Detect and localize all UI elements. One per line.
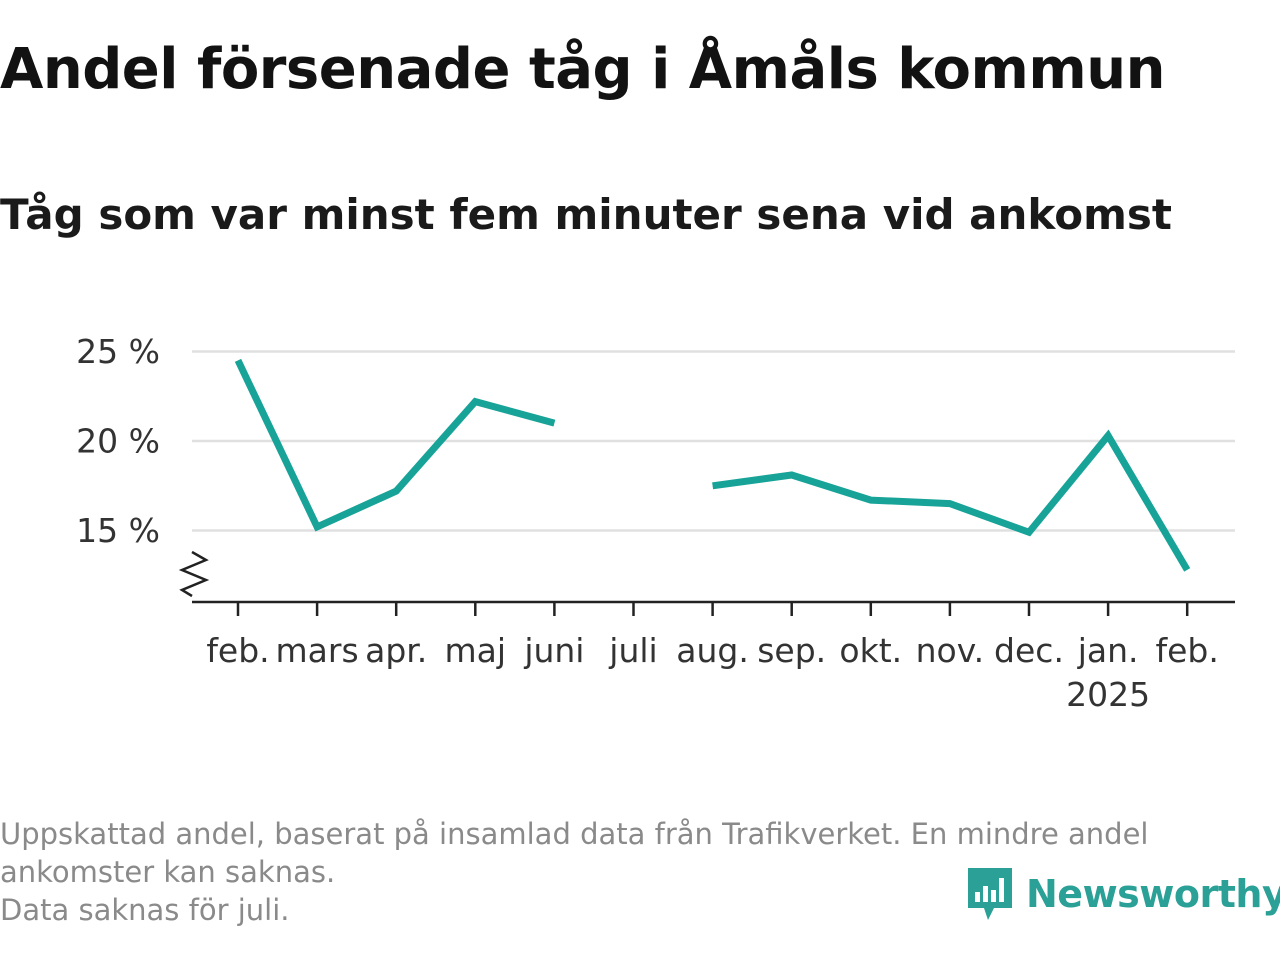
x-year-label: 2025 <box>1066 675 1150 714</box>
footnote-line-3: Data saknas för juli. <box>0 893 290 927</box>
series-line-segment <box>712 429 1191 572</box>
x-tick-label: juli <box>608 631 657 670</box>
series-line-segment <box>234 358 556 532</box>
y-tick-label: 20 % <box>76 422 160 461</box>
y-tick-label: 15 % <box>76 511 160 550</box>
bar-chart-speech-bubble-icon <box>968 868 1012 920</box>
footnote-line-1: Uppskattad andel, baserat på insamlad da… <box>0 817 1149 851</box>
axis-break-marker <box>178 550 210 598</box>
x-tick-label: maj <box>445 631 507 670</box>
y-tick-label: 25 % <box>76 332 160 371</box>
x-tick-label: dec. <box>994 631 1064 670</box>
x-tick-label: juni <box>523 631 584 670</box>
x-tick-label: feb. <box>1156 631 1219 670</box>
footnote-line-2: ankomster kan saknas. <box>0 855 336 889</box>
chart-title: Andel försenade tåg i Åmåls kommun <box>0 37 1165 102</box>
x-tick-label: mars <box>276 631 359 670</box>
chart-footnote: Uppskattad andel, baserat på insamlad da… <box>0 815 1270 929</box>
x-tick-label: jan. <box>1077 631 1139 670</box>
x-tick-label: sep. <box>757 631 826 670</box>
x-tick-label: apr. <box>365 631 427 670</box>
x-tick-label: nov. <box>916 631 985 670</box>
x-tick-label: okt. <box>839 631 902 670</box>
x-tick-label: aug. <box>676 631 749 670</box>
newsworthy-logo[interactable]: Newsworthy <box>964 864 1280 924</box>
x-tick-label: feb. <box>206 631 269 670</box>
chart-subtitle: Tåg som var minst fem minuter sena vid a… <box>0 190 1172 239</box>
brand-name: Newsworthy <box>1026 872 1280 916</box>
